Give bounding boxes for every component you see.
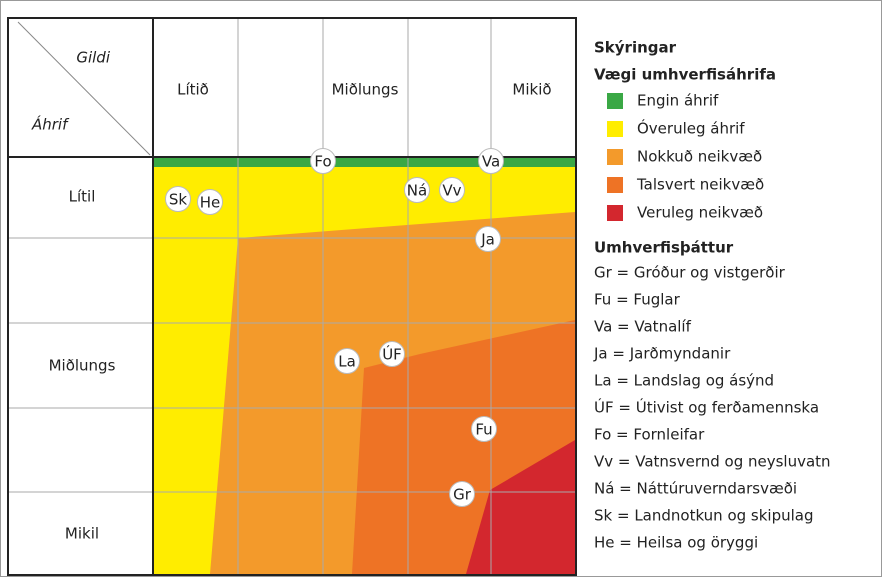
marker-label: Ná: [407, 182, 427, 200]
corner-top: Gildi: [76, 49, 110, 67]
legend-swatch: [607, 205, 623, 221]
factor-label: Fu = Fuglar: [594, 291, 681, 309]
legend-subtitle: Umhverfisþáttur: [594, 239, 734, 257]
marker-circle: [404, 177, 430, 203]
legend-subtitle: Vægi umhverfisáhrifa: [594, 66, 776, 84]
marker-circle: [379, 341, 405, 367]
impact-area: [154, 158, 575, 167]
factor-label: Vv = Vatnsvernd og neysluvatn: [594, 453, 831, 471]
legend-swatch: [607, 149, 623, 165]
marker-circle: [165, 186, 191, 212]
factor-label: Sk = Landnotkun og skipulag: [594, 507, 814, 525]
marker-circle: [475, 226, 501, 252]
marker-label: La: [338, 353, 356, 371]
factor-label: ÚF = Útivist og ferðamennska: [594, 398, 819, 417]
legend-label: Engin áhrif: [637, 92, 719, 110]
marker-circle: [197, 189, 223, 215]
markers: Fo Va Sk He Ná Vv Ja La ÚF Fu Gr: [165, 148, 504, 507]
marker-label: Gr: [453, 486, 472, 504]
marker-circle: [471, 416, 497, 442]
marker-label: Ja: [480, 231, 495, 249]
marker-circle: [310, 148, 336, 174]
row-label: Miðlungs: [49, 357, 116, 375]
marker-label: Vv: [442, 182, 461, 200]
marker-circle: [478, 148, 504, 174]
factor-label: Va = Vatnalíf: [594, 318, 692, 336]
marker-label: Fu: [475, 421, 492, 439]
legend-swatch: [607, 93, 623, 109]
legend-title: Skýringar: [594, 39, 677, 57]
legend: Skýringar Vægi umhverfisáhrifa Engin áhrif…: [593, 39, 831, 552]
factor-label: He = Heilsa og öryggi: [594, 534, 758, 552]
column-label: Mikið: [512, 81, 551, 99]
legend-swatch: [607, 177, 623, 193]
marker-label: Sk: [169, 191, 188, 209]
row-label: Lítil: [69, 188, 96, 206]
column-label: Lítið: [177, 81, 209, 99]
legend-label: Óveruleg áhrif: [637, 119, 745, 138]
impact-areas: [154, 158, 575, 574]
legend-label: Veruleg neikvæð: [637, 204, 763, 222]
table-border: [7, 17, 577, 576]
legend-label: Talsvert neikvæð: [636, 176, 764, 194]
column-label: Miðlungs: [332, 81, 399, 99]
marker-label: ÚF: [382, 345, 402, 364]
marker-label: Va: [482, 153, 500, 171]
marker-label: Fo: [314, 153, 331, 171]
row-label: Mikil: [65, 525, 99, 543]
factor-label: La = Landslag og ásýnd: [594, 372, 774, 390]
marker-circle: [439, 177, 465, 203]
legend-label: Nokkuð neikvæð: [637, 148, 762, 166]
impact-area: [466, 440, 575, 574]
factor-label: Ja = Jarðmyndanir: [593, 345, 731, 363]
factor-label: Ná = Náttúruverndarsvæði: [594, 480, 797, 498]
labels: Lítið Miðlungs Mikið Lítil Miðlungs Mikil: [49, 81, 552, 543]
marker-circle: [449, 481, 475, 507]
marker-circle: [334, 348, 360, 374]
factor-label: Fo = Fornleifar: [594, 426, 705, 444]
corner-bottom: Áhrif: [31, 115, 70, 134]
legend-swatch: [607, 121, 623, 137]
factor-label: Gr = Gróður og vistgerðir: [594, 264, 786, 282]
corner-diagonal: [17, 21, 151, 156]
marker-label: He: [200, 194, 221, 212]
